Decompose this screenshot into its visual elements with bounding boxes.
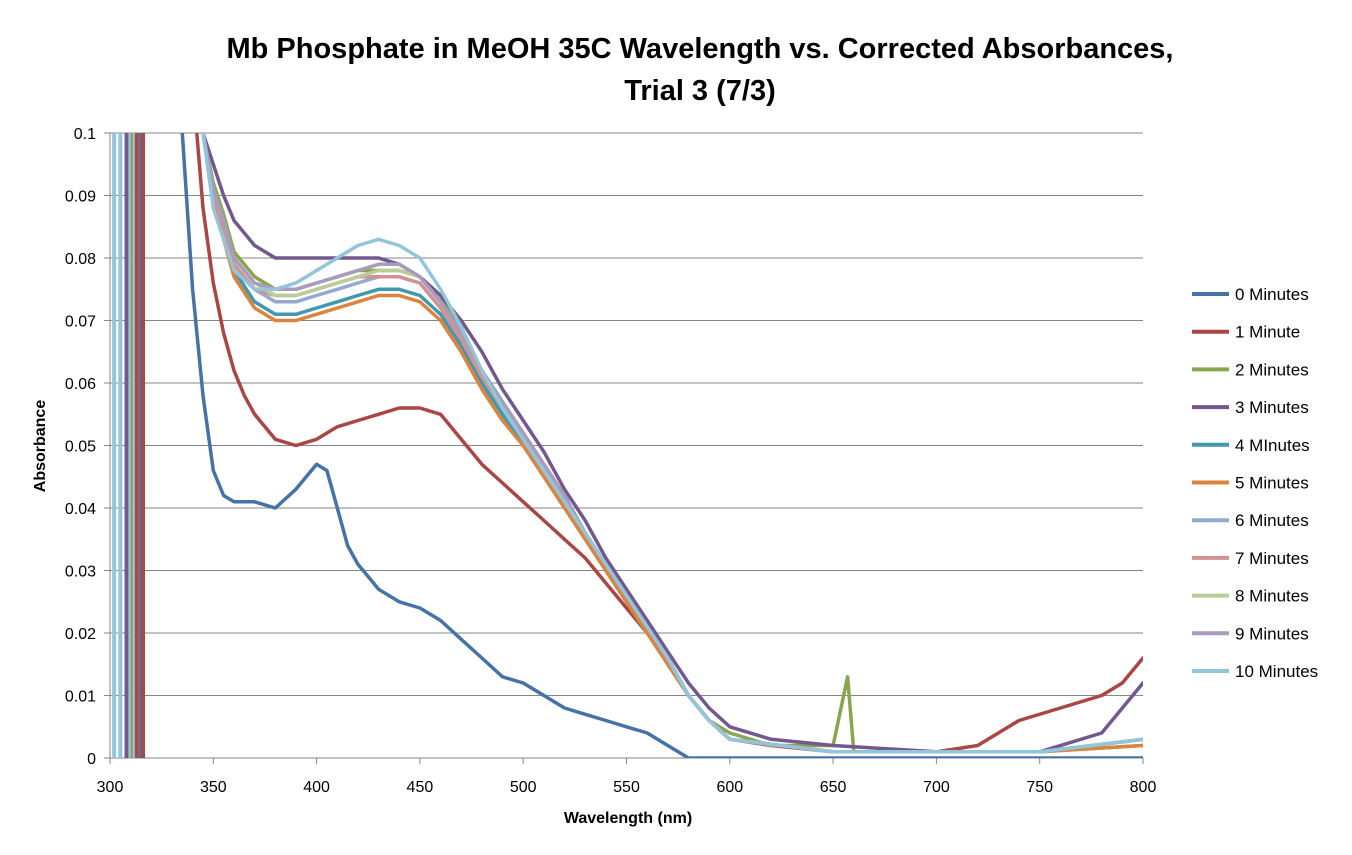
series-line-0: [180, 133, 1143, 758]
y-tick-label: 0.04: [65, 501, 96, 518]
x-tick-label: 350: [200, 779, 227, 796]
x-tick-label: 300: [97, 779, 124, 796]
y-tick-label: 0.07: [65, 314, 96, 331]
y-tick-label: 0.06: [65, 376, 96, 393]
x-tick-label: 400: [303, 779, 330, 796]
legend-label: 10 Minutes: [1235, 662, 1318, 681]
legend-label: 4 MInutes: [1235, 436, 1310, 455]
y-tick-label: 0.02: [65, 626, 96, 643]
x-tick-label: 450: [407, 779, 434, 796]
gridlines: [110, 132, 1143, 696]
series-line-3: [201, 133, 1143, 754]
x-axis-label: Wavelength (nm): [564, 810, 692, 827]
y-tick-label: 0.09: [65, 189, 96, 206]
y-tick-label: 0.05: [65, 439, 96, 456]
y-tick-label: 0.1: [74, 126, 96, 143]
x-tick-labels: 300 350 400 450 500 550 600 650 700 750 800: [97, 779, 1157, 796]
x-tick-label: 800: [1130, 779, 1157, 796]
y-tick-label: 0.08: [65, 251, 96, 268]
x-tick-label: 500: [510, 779, 537, 796]
legend-label: 3 Minutes: [1235, 398, 1309, 417]
y-tick-label: 0: [87, 751, 96, 768]
x-tick-label: 650: [820, 779, 847, 796]
x-tick-label: 700: [923, 779, 950, 796]
y-tick-labels: 0 0.01 0.02 0.03 0.04 0.05 0.06 0.07 0.08 0.09 0.1: [65, 126, 96, 768]
legend: 0 Minutes 1 Minute 2 Minutes 3 Minutes 4 MIn…: [1192, 285, 1318, 681]
axes: [104, 132, 1144, 764]
legend-label: 9 Minutes: [1235, 624, 1309, 643]
y-tick-label: 0.01: [65, 689, 96, 706]
series-line-10: [201, 133, 1143, 754]
chart-title-line-1: Mb Phosphate in MeOH 35C Wavelength vs. …: [226, 33, 1173, 65]
chart-title-line-2: Trial 3 (7/3): [624, 75, 776, 107]
legend-label: 5 Minutes: [1235, 474, 1309, 493]
series-lines: [112, 133, 1143, 758]
legend-label: 0 Minutes: [1235, 285, 1309, 304]
legend-label: 7 Minutes: [1235, 549, 1309, 568]
x-tick-label: 600: [716, 779, 743, 796]
x-tick-label: 550: [613, 779, 640, 796]
y-axis-label: Absorbance: [32, 400, 49, 493]
legend-label: 1 Minute: [1235, 323, 1300, 342]
legend-label: 8 Minutes: [1235, 587, 1309, 606]
x-tick-label: 750: [1026, 779, 1053, 796]
legend-label: 2 Minutes: [1235, 360, 1309, 379]
y-tick-label: 0.03: [65, 564, 96, 581]
legend-label: 6 Minutes: [1235, 511, 1309, 530]
